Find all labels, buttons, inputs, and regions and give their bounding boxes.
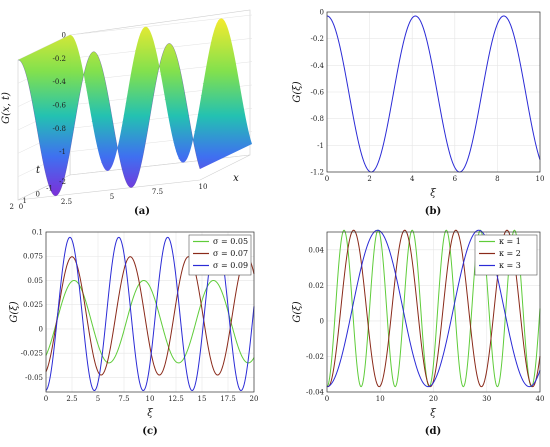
x-tick-label: 7.5	[118, 395, 129, 403]
legend-entry: κ = 1	[499, 237, 521, 246]
x-tick-label: 2.5	[66, 395, 77, 403]
legend: σ = 0.05 σ = 0.07 σ = 0.09	[188, 234, 252, 276]
x-tick-label: 5	[96, 395, 100, 403]
x-tick-label: 15	[198, 395, 207, 403]
x-axis-label: ξ	[430, 408, 436, 419]
panel-caption: (b)	[425, 206, 441, 217]
t-tick-label: -2	[59, 178, 66, 186]
panel-a-surface: 0-0.2-0.4-0.6-0.8-1 210-1-2 02.557.510 G…	[1, 9, 253, 217]
series-line-1	[326, 229, 541, 388]
x-tick-label: 30	[482, 395, 491, 403]
panel-a-caption: (a)	[134, 206, 150, 217]
y-tick-label: -0.6	[311, 89, 325, 97]
series-line-1	[45, 279, 255, 364]
t-tick-label: 0	[36, 191, 40, 199]
y-tick-label: -0.025	[21, 350, 43, 358]
surface-plot	[18, 18, 252, 196]
y-tick-label: 0.04	[308, 246, 324, 254]
x-axis-label: ξ	[430, 188, 436, 199]
x-tick-labels: 02.557.510	[19, 183, 208, 211]
y-tick-label: -0.04	[306, 389, 324, 397]
plot-frame	[45, 231, 255, 393]
y-tick-label: -0.02	[306, 353, 324, 361]
panel-c-line-chart: 0 2.5 5 7.5 10 12.5 15 17.5 20 0.1 0.075 0.05 0.025 0…	[9, 229, 258, 438]
x-tick-label: 0	[325, 175, 329, 183]
t-tick-label: 1	[23, 197, 27, 205]
x-tick-label: 4	[410, 175, 415, 183]
x-tick-label: 6	[453, 175, 458, 183]
y-tick-label: -0.2	[311, 35, 325, 43]
y-tick-label: 0	[320, 317, 324, 325]
x-tick-label: 20	[429, 395, 438, 403]
x-tick-label: 2.5	[61, 198, 72, 206]
z-tick-label: -0.6	[53, 102, 67, 110]
x-tick-label: 10	[199, 183, 208, 191]
x-tick-label: 0	[19, 203, 23, 211]
z-tick-label: -0.8	[53, 125, 67, 133]
y-axis-label: G(ξ)	[292, 81, 303, 102]
surface-front-edge	[17, 43, 201, 197]
x-tick-label: 40	[536, 395, 545, 403]
y-tick-label: 0	[320, 9, 324, 17]
z-tick-label: 0	[62, 32, 66, 40]
y-tick-label: 0.1	[32, 229, 43, 237]
series-line-1	[326, 15, 541, 173]
y-axis-label: G(ξ)	[292, 301, 303, 322]
x-tick-label: 7.5	[152, 188, 163, 196]
panel-b-line-chart: 0 2 4 6 8 10 0 -0.2 -0.4 -0.6 -0.8 -1 -1.2 ξ G(ξ) (b)	[292, 9, 544, 218]
t-tick-labels: 210-1-2	[10, 178, 66, 211]
legend-entry: σ = 0.09	[213, 261, 248, 270]
y-tick-label: 0.05	[27, 277, 43, 285]
z-tick-label: -0.4	[53, 78, 67, 86]
x-tick-label: 0	[44, 395, 48, 403]
series-line-2	[45, 256, 255, 376]
z-axis-label: G(x, t)	[1, 92, 12, 124]
legend-entry: κ = 3	[499, 261, 521, 270]
y-tick-label: -1	[317, 142, 324, 150]
x-tick-label: 10	[536, 175, 545, 183]
panel-caption: (c)	[142, 426, 158, 437]
t-tick-label: 2	[10, 203, 14, 211]
y-tick-label: 0.075	[23, 253, 43, 261]
x-axis-label: ξ	[147, 408, 153, 419]
y-tick-label: -0.05	[25, 374, 43, 382]
y-axis-label: G(ξ)	[9, 301, 20, 322]
legend-entry: σ = 0.05	[213, 237, 248, 246]
y-tick-label: 0.025	[23, 301, 43, 309]
z-tick-label: -1	[59, 148, 66, 156]
x-tick-label: 10	[376, 395, 385, 403]
x-tick-label: 8	[495, 175, 499, 183]
x-tick-label: 17.5	[220, 395, 236, 403]
panel-caption: (d)	[425, 426, 441, 437]
x-tick-label: 20	[250, 395, 259, 403]
grid-line	[69, 14, 253, 36]
x-tick-label: 10	[146, 395, 155, 403]
x-axis-label: x	[233, 173, 239, 184]
legend: κ = 1 κ = 2 κ = 3	[474, 234, 538, 276]
x-tick-label: 5	[110, 193, 114, 201]
y-tick-label: -0.4	[311, 62, 325, 70]
series-line-3	[326, 229, 541, 388]
x-tick-label: 12.5	[168, 395, 184, 403]
t-axis-label: t	[36, 165, 41, 176]
y-tick-label: 0	[39, 325, 43, 333]
t-tick-label: -1	[46, 184, 53, 192]
z-tick-labels: 0 -0.2 -0.4 -0.6 -0.8 -1	[53, 32, 67, 157]
series-line-2	[326, 229, 541, 388]
x-tick-label: 0	[325, 395, 329, 403]
legend-entry: σ = 0.07	[213, 249, 248, 258]
y-tick-label: -1.2	[311, 169, 325, 177]
z-tick-label: -0.2	[53, 55, 67, 63]
panel-d-line-chart: 0 10 20 30 40 0.04 0.02 0 -0.02 -0.04 ξ G(ξ) (d) κ = …	[292, 229, 545, 437]
x-tick-label: 2	[367, 175, 371, 183]
plot-frame	[326, 11, 541, 173]
y-tick-label: 0.02	[308, 282, 324, 290]
y-tick-label: -0.8	[311, 115, 325, 123]
plot-frame	[326, 231, 541, 393]
legend-entry: κ = 2	[499, 249, 521, 258]
